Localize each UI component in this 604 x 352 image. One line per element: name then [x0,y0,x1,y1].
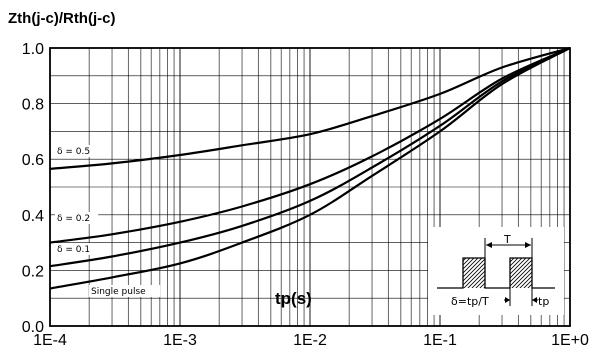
tp-arrowhead-left [505,297,510,303]
series-line [49,46,571,244]
series-line [49,46,571,170]
period-label: T [503,233,511,246]
series-label: δ = 0.2 [57,214,90,224]
x-tick-label: 1E-4 [33,332,67,349]
y-axis-label: Zth(j-c)/Rth(j-c) [8,10,115,27]
x-tick-label: 1E-1 [423,332,457,349]
series-line [49,47,571,290]
y-tick-label: 0.6 [22,152,44,169]
series-label: δ = 0.1 [57,245,90,255]
series-label-background [55,243,99,255]
series-label: δ = 0.5 [57,147,90,157]
duty-cycle-label: δ=tp/T [451,295,489,308]
pulse-diagram-inset: T δ=tp/T tp [428,227,564,315]
y-tick-label: 0.4 [22,208,44,225]
period-arrowhead-left [486,242,492,248]
series-label-background [55,212,99,224]
series-label-background [55,145,99,157]
y-tick-label: 0.8 [22,97,44,114]
period-arrowhead-right [525,242,531,248]
inset-background [428,227,564,315]
series-line [49,47,571,268]
series-label: Single pulse [91,287,146,297]
pulse-hatch-2 [510,258,532,288]
y-tick-label: 0.0 [22,319,44,336]
series-annotations: δ = 0.5 δ = 0.2 δ = 0.1 Single pulse [55,145,161,297]
y-tick-label: 1.0 [22,41,44,58]
series-label-background [89,285,161,297]
plot-frame [49,47,571,327]
pulse-hatch-1 [463,258,485,288]
tick-labels: 1E-4 1E-3 1E-2 1E-1 1E+0 0.0 0.2 0.4 0.6 0.8 1.0 [22,41,589,349]
y-tick-label: 0.2 [22,263,44,280]
x-axis-label: tp(s) [275,289,312,308]
tp-arrowhead-right [532,297,537,303]
pulse-width-label: tp [538,295,549,308]
curves [49,46,571,290]
x-tick-label: 1E-3 [163,332,197,349]
x-tick-label: 1E-2 [293,332,327,349]
x-tick-label: 1E+0 [551,332,589,349]
